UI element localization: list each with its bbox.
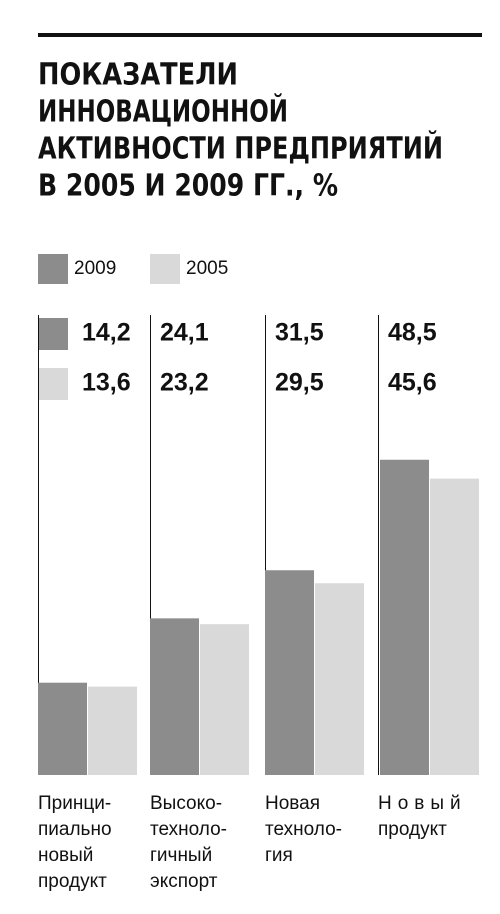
legend-swatch — [150, 254, 180, 284]
row-key — [38, 318, 68, 350]
chart-title: В 2005 И 2009 ГГ., % — [38, 169, 338, 204]
chart-title: ПОКАЗАТЕЛИ — [38, 58, 238, 93]
value-label: 14,2 — [82, 319, 131, 347]
x-tick-label: Высоко-техноло-гичный экспорт — [150, 793, 227, 892]
top-rule — [38, 33, 482, 37]
bar — [150, 618, 199, 775]
bar — [430, 478, 479, 775]
value-label: 24,1 — [160, 319, 209, 347]
value-label: 13,6 — [82, 369, 131, 397]
bar — [38, 682, 87, 775]
legend-label: 2005 — [186, 258, 228, 279]
bar — [315, 583, 364, 775]
legend-label: 2009 — [74, 258, 116, 279]
x-tick-label: Принци-пиально новый продукт — [38, 793, 112, 892]
value-label: 48,5 — [388, 319, 437, 347]
bar — [88, 686, 137, 775]
chart-title: АКТИВНОСТИ ПРЕДПРИЯТИЙ — [38, 131, 443, 167]
bar — [265, 570, 314, 775]
bar — [380, 459, 429, 775]
legend-swatch — [38, 254, 68, 284]
value-label: 23,2 — [160, 369, 209, 397]
row-key — [38, 368, 68, 400]
value-label: 45,6 — [388, 369, 437, 397]
x-tick-label: Новый продукт — [378, 793, 467, 840]
bar — [200, 624, 249, 775]
value-label: 31,5 — [275, 319, 324, 347]
chart-title: ИННОВАЦИОННОЙ — [38, 94, 288, 130]
value-label: 29,5 — [275, 369, 324, 397]
x-tick-label: Новая техноло-гия — [265, 793, 342, 866]
